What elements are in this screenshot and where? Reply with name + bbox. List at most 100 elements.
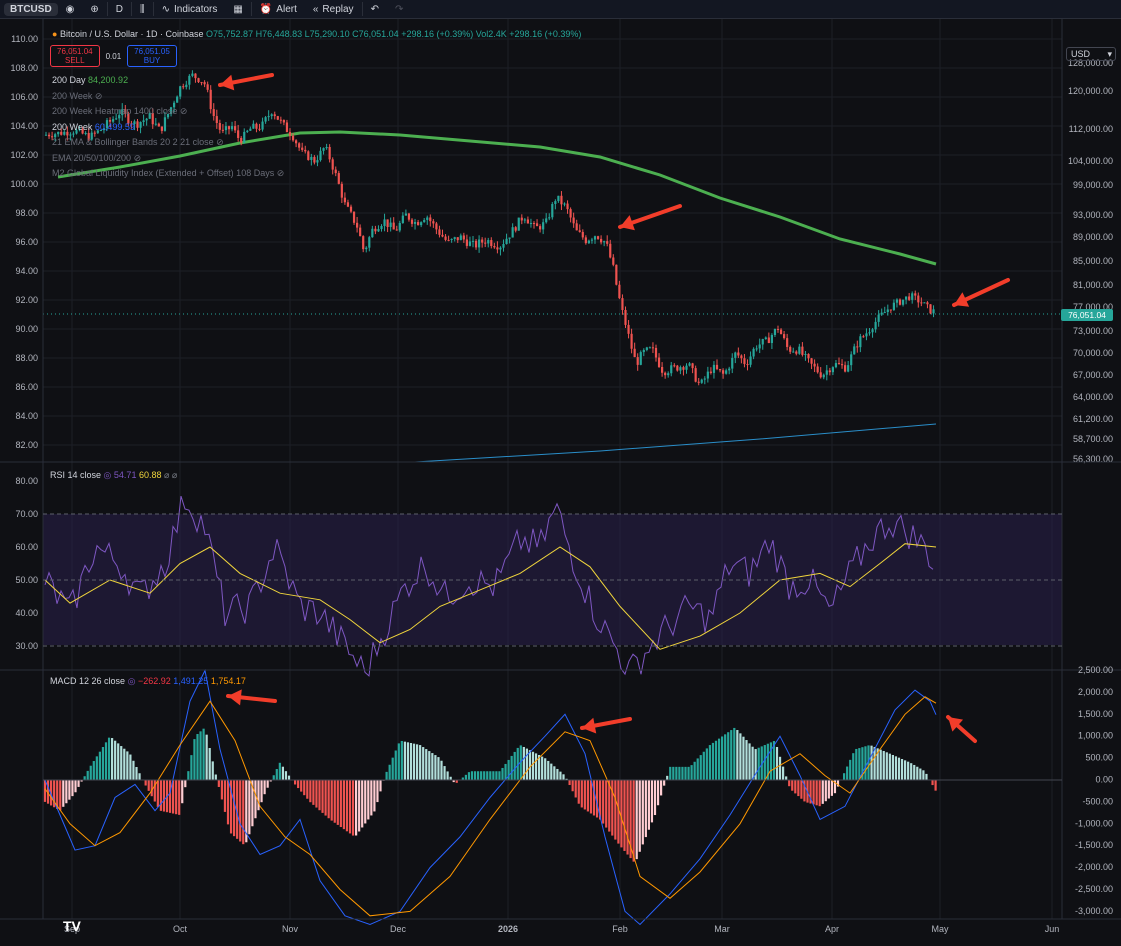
macd-histogram-bar bbox=[242, 780, 245, 845]
candle-body bbox=[920, 302, 923, 304]
candle-body bbox=[237, 130, 240, 138]
sell-button[interactable]: 76,051.04 SELL bbox=[50, 45, 100, 67]
candle-body bbox=[520, 217, 523, 221]
candle-body bbox=[343, 197, 346, 203]
currency-value: USD bbox=[1071, 49, 1091, 59]
candle-body bbox=[825, 370, 828, 375]
macd-histogram-bar bbox=[168, 780, 172, 813]
macd-histogram-bar bbox=[556, 768, 559, 780]
macd-histogram-bar bbox=[431, 753, 434, 780]
macd-histogram-bar bbox=[748, 743, 751, 780]
macd-tick: 1,000.00 bbox=[1078, 731, 1113, 741]
hidden-eye-icon[interactable]: ⊘ bbox=[92, 90, 103, 101]
candle-body bbox=[740, 355, 743, 359]
macd-histogram-bar bbox=[833, 780, 837, 794]
candles-icon[interactable]: ⫼ bbox=[140, 3, 145, 15]
macd-histogram-bar bbox=[229, 780, 233, 834]
candle-body bbox=[569, 209, 572, 218]
ma200-polyline bbox=[57, 130, 937, 266]
candle-body bbox=[57, 131, 60, 135]
alert-button[interactable]: ⏰ Alert bbox=[252, 4, 305, 15]
macd-histogram-bar bbox=[830, 780, 833, 796]
buy-price: 76,051.05 bbox=[134, 47, 170, 56]
macd-histogram-bar bbox=[705, 748, 708, 780]
macd-histogram-bar bbox=[846, 766, 849, 780]
candle-body bbox=[398, 223, 401, 231]
right-price-tick: 61,200.00 bbox=[1073, 414, 1113, 424]
indicator-row[interactable]: 21 EMA & Bollinger Bands 20 2 21 close ⊘ bbox=[52, 135, 284, 151]
candle-body bbox=[438, 229, 441, 235]
macd-histogram-bar bbox=[114, 740, 117, 780]
macd-histogram-bar bbox=[470, 771, 474, 780]
candle-body bbox=[837, 363, 841, 365]
replay-button[interactable]: « Replay bbox=[305, 4, 362, 15]
candle-body bbox=[761, 339, 764, 345]
ma200-line bbox=[57, 130, 937, 463]
indicator-row[interactable]: 200 Week ⊘ bbox=[52, 89, 284, 105]
macd-histogram-bar bbox=[184, 780, 187, 788]
candle-body bbox=[783, 334, 786, 339]
hidden-eye-icon[interactable]: ⊘ bbox=[131, 152, 142, 163]
buy-button[interactable]: 76,051.05 BUY bbox=[127, 45, 177, 67]
macd-histogram-bar bbox=[190, 755, 193, 780]
right-price-tick: 120,000.00 bbox=[1068, 86, 1113, 96]
candle-body bbox=[136, 121, 139, 128]
indicator-row[interactable]: EMA 20/50/100/200 ⊘ bbox=[52, 151, 284, 167]
macd-histogram-bar bbox=[467, 772, 471, 780]
buy-label: BUY bbox=[143, 56, 161, 65]
hidden-eye-icon[interactable]: ⊘ bbox=[274, 168, 285, 178]
candle-body bbox=[889, 309, 892, 311]
eye-icon[interactable]: ◉ bbox=[65, 3, 75, 15]
macd-histogram-bar bbox=[663, 780, 666, 786]
candle-body bbox=[121, 109, 124, 116]
indicator-row[interactable]: M2 Global Liquidity Index (Extended + Of… bbox=[52, 166, 284, 182]
indicator-label: M2 Global Liquidity Index (Extended + Of… bbox=[52, 168, 275, 178]
candle-body bbox=[380, 225, 383, 230]
macd-histogram-bar bbox=[519, 745, 522, 780]
candle-body bbox=[166, 114, 170, 118]
axes: 110.00 108.00 106.00 104.00 102.00 100.00 98.0… bbox=[0, 19, 1121, 934]
macd-histogram-bar bbox=[449, 776, 452, 780]
macd-histogram-bar bbox=[675, 766, 678, 780]
currency-select[interactable]: USD ▾ bbox=[1066, 47, 1116, 61]
candle-body bbox=[712, 364, 716, 373]
macd-histogram-bar bbox=[315, 780, 318, 808]
candle-body bbox=[673, 365, 676, 367]
candle-body bbox=[725, 370, 728, 374]
interval-button[interactable]: D bbox=[115, 3, 124, 15]
hidden-eye-icon[interactable]: ⊘ bbox=[177, 106, 188, 116]
redo-icon[interactable]: ↷ bbox=[394, 3, 404, 15]
macd-histogram-bar bbox=[760, 746, 763, 780]
macd-histogram-bar bbox=[263, 780, 266, 795]
candle-body bbox=[450, 238, 453, 240]
candle-body bbox=[197, 78, 200, 83]
candle-body bbox=[410, 219, 414, 224]
candle-body bbox=[749, 356, 752, 365]
candle-body bbox=[514, 227, 517, 231]
chart-canvas[interactable]: 110.00 108.00 106.00 104.00 102.00 100.00 98.0… bbox=[0, 19, 1121, 941]
indicators-icon: ∿ bbox=[161, 3, 171, 15]
macd-histogram-bar bbox=[714, 740, 718, 780]
layouts-icon[interactable]: ▦ bbox=[233, 3, 243, 15]
candle-body bbox=[145, 118, 148, 121]
settings-icon[interactable]: ◎ bbox=[127, 676, 136, 686]
macd-histogram-bar bbox=[879, 749, 882, 780]
indicators-button[interactable]: ∿ Indicators bbox=[154, 4, 226, 15]
macd-histogram-bar bbox=[437, 757, 440, 780]
macd-histogram-bar bbox=[95, 756, 98, 780]
macd-histogram-bar bbox=[626, 780, 629, 855]
undo-icon[interactable]: ↶ bbox=[370, 3, 379, 15]
candle-body bbox=[368, 237, 371, 248]
macd-histogram-bar bbox=[409, 742, 413, 780]
candle-body bbox=[905, 296, 908, 300]
candle-body bbox=[548, 217, 551, 219]
settings-icon[interactable]: ◎ bbox=[103, 470, 112, 480]
hidden-eye-icon[interactable]: ⊘ bbox=[213, 137, 224, 147]
add-symbol-icon[interactable]: ⊕ bbox=[90, 3, 99, 15]
symbol-search[interactable]: BTCUSD bbox=[4, 2, 58, 16]
candle-body bbox=[63, 131, 66, 135]
indicator-row[interactable]: 200 Week Heatmap 1400 close ⊘ bbox=[52, 104, 284, 120]
indicator-row[interactable]: 200 Week 60,499.59 bbox=[52, 120, 284, 136]
indicator-row[interactable]: 200 Day 84,200.92 bbox=[52, 73, 284, 89]
chart-area[interactable]: 110.00 108.00 106.00 104.00 102.00 100.00 98.0… bbox=[0, 19, 1121, 941]
